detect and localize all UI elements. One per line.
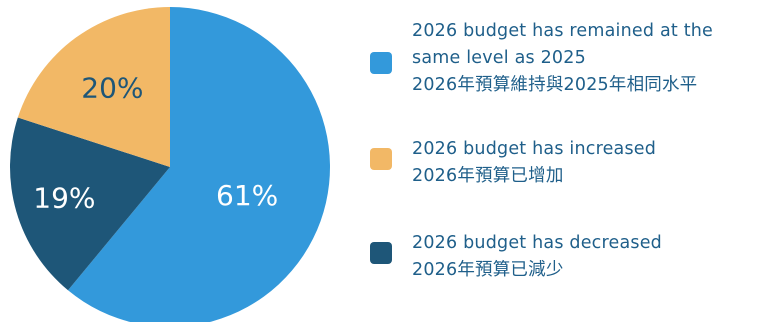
legend-swatch-decreased [370,242,392,264]
pie-slice-20pct [17,7,170,167]
legend-line: 2026 budget has remained at the [412,21,714,41]
legend-line: 2026年預算已減少 [412,260,564,280]
legend-line: 2026年預算已增加 [412,166,564,186]
legend-swatch-same-level [370,52,392,74]
legend-label-same-level: 2026 budget has remained at the same lev… [412,18,762,99]
pie-slice-61pct [68,7,330,322]
slice-label-19pct: 19% [33,182,95,215]
legend-swatch-increased [370,148,392,170]
pie-slice-19pct [10,117,171,291]
legend-line: 2026 budget has decreased [412,233,662,253]
legend-label-decreased: 2026 budget has decreased 2026年預算已減少 [412,230,762,284]
legend-label-increased: 2026 budget has increased 2026年預算已增加 [412,136,762,190]
legend-line: 2026年預算維持與2025年相同水平 [412,75,698,95]
slice-label-61pct: 61% [216,179,278,212]
slice-label-20pct: 20% [81,72,143,105]
legend-line: 2026 budget has increased [412,139,657,159]
legend-line: same level as 2025 [412,48,586,68]
